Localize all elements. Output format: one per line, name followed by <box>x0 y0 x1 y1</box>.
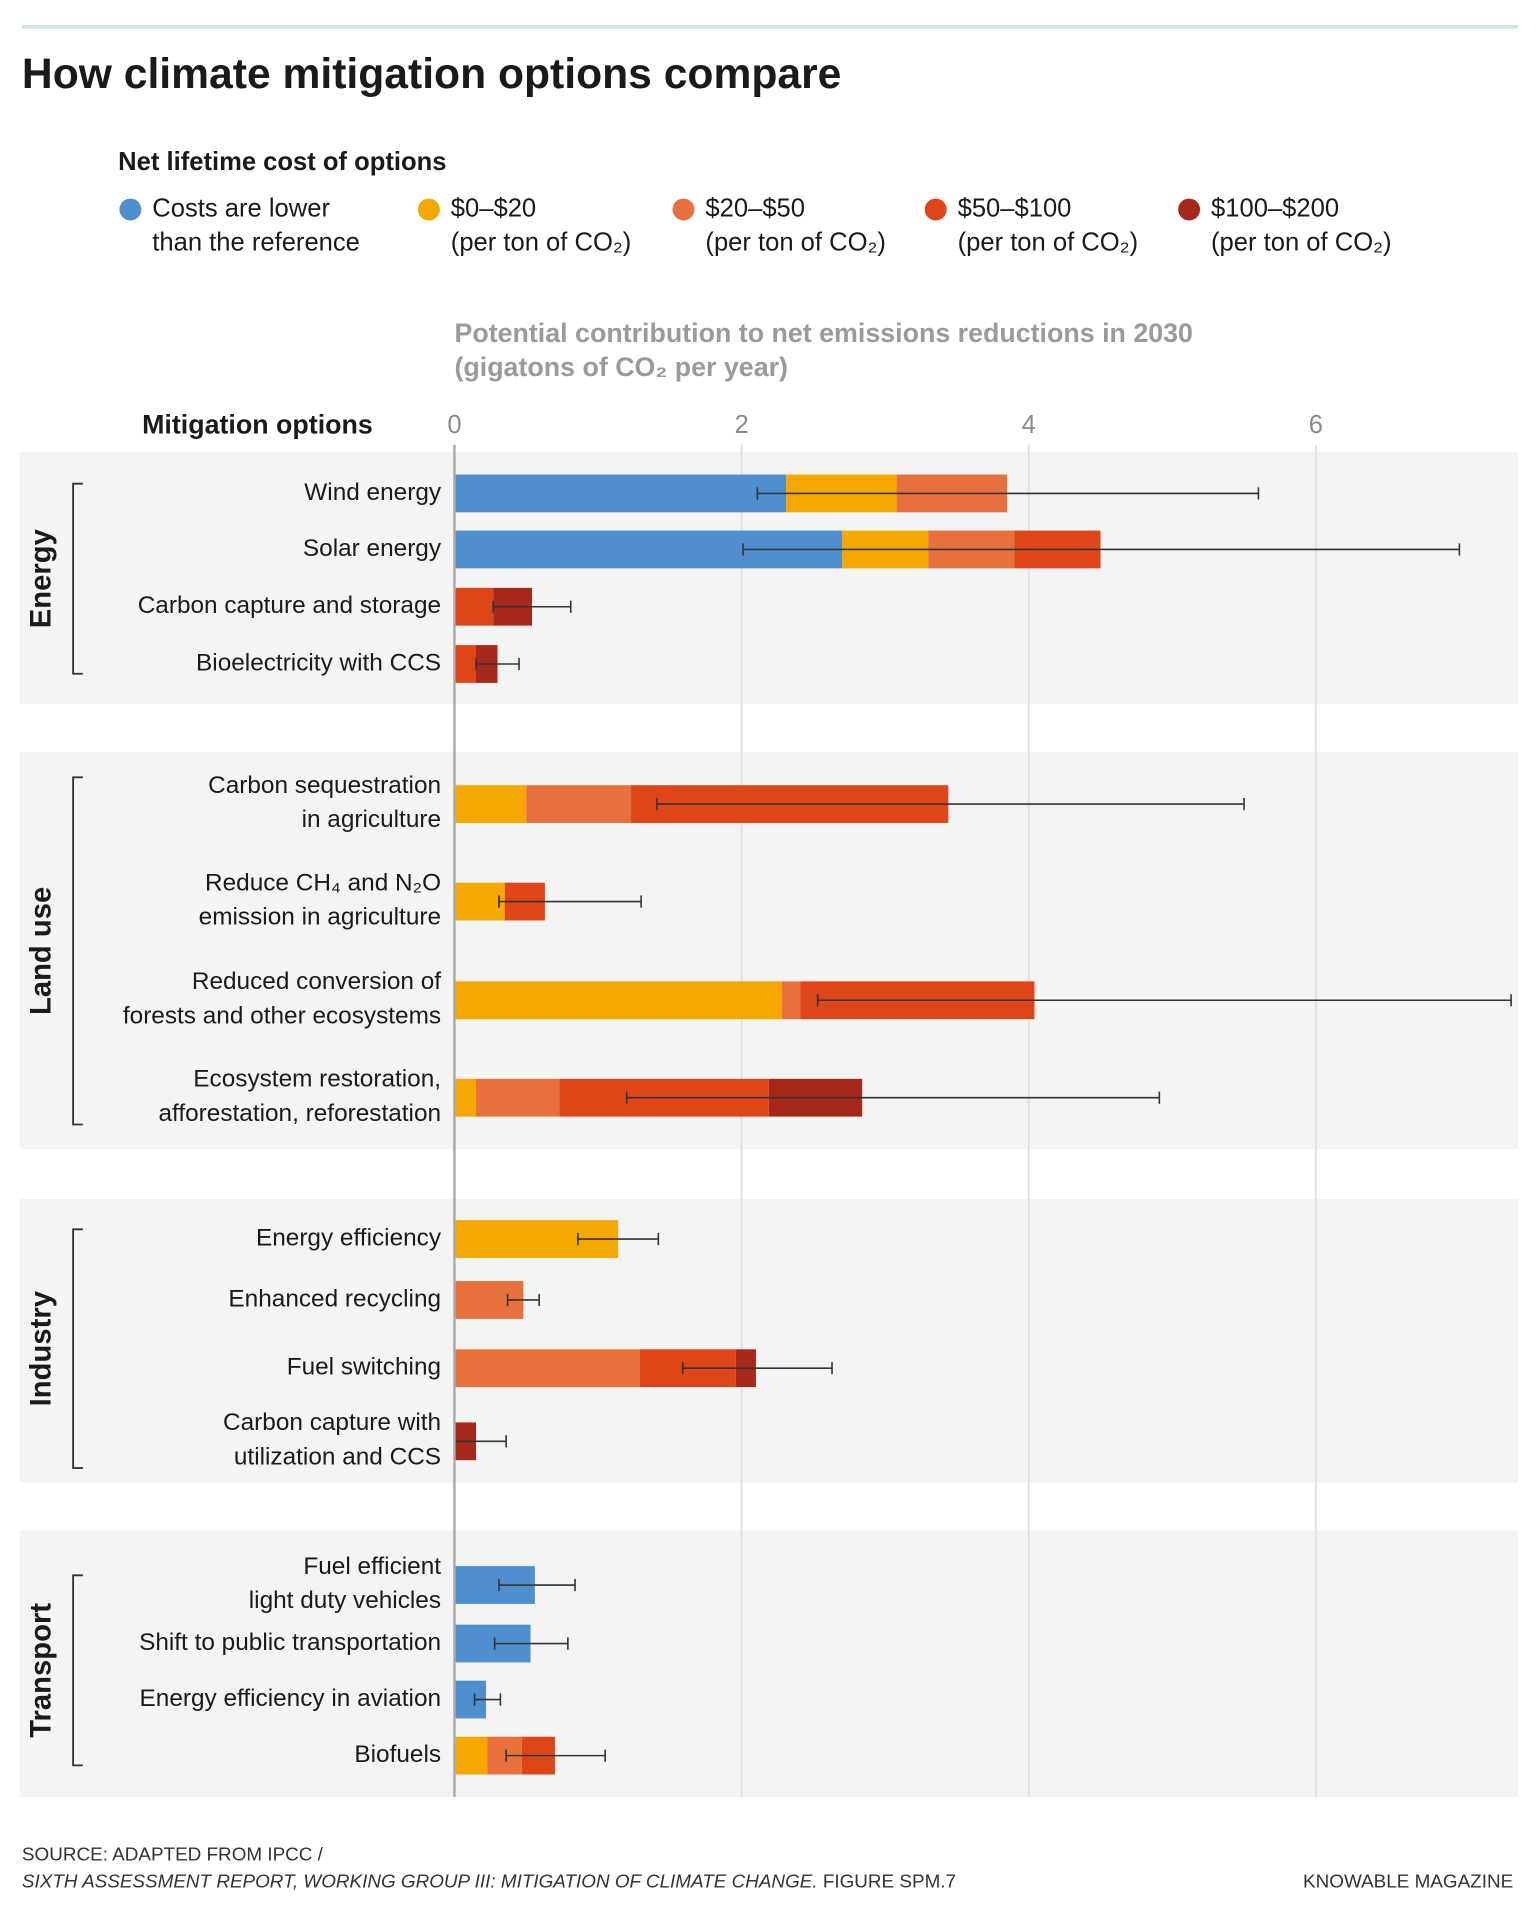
range-bar <box>756 487 1260 500</box>
bar-segment <box>454 981 782 1020</box>
x-tick-label: 4 <box>1022 411 1036 439</box>
range-bar <box>742 543 1461 556</box>
y-axis-title: Mitigation options <box>142 409 373 439</box>
group-label: Industry <box>25 1290 57 1406</box>
chart-title: How climate mitigation options compare <box>22 50 841 98</box>
range-bar <box>816 994 1512 1007</box>
group-bracket <box>72 482 83 675</box>
bar-segment <box>454 1078 476 1117</box>
legend-swatch <box>1178 198 1201 221</box>
group-bracket <box>72 1228 83 1470</box>
category-label: Bioelectricity with CCS <box>196 649 441 676</box>
group-bracket <box>72 776 83 1126</box>
range-bar <box>656 798 1245 811</box>
category-label: Energy efficiency in aviation <box>140 1685 442 1712</box>
category-label: Fuel efficient light duty vehicles <box>249 1553 442 1614</box>
category-label: Energy efficiency <box>256 1224 442 1251</box>
category-label: Reduced conversion of forests and other e… <box>123 969 441 1030</box>
category-label: Biofuels <box>354 1741 441 1768</box>
range-bar <box>625 1091 1161 1104</box>
category-label: Reduce CH₄ and N₂O emission in agricultur… <box>199 870 441 931</box>
category-label: Enhanced recycling <box>228 1285 441 1312</box>
legend-label: $0–$20 (per ton of CO₂) <box>451 194 632 256</box>
category-label: Carbon capture with utilization and CCS <box>223 1410 441 1471</box>
bar-segment <box>454 785 527 823</box>
legend-label: Costs are lower than the reference <box>152 194 360 256</box>
range-bar <box>498 895 642 908</box>
category-label: Carbon sequestration in agriculture <box>208 772 441 833</box>
range-bar <box>577 1232 660 1246</box>
bar-segment <box>781 981 801 1020</box>
bar-segment <box>454 645 476 683</box>
group-label: Transport <box>25 1603 57 1738</box>
x-axis-title: Potential contribution to net emissions … <box>454 318 1193 382</box>
legend-swatch <box>119 198 142 221</box>
credit: KNOWABLE MAGAZINE <box>1303 1871 1513 1892</box>
source-figure: FIGURE SPM.7 <box>818 1871 956 1892</box>
range-bar <box>473 1693 502 1706</box>
range-bar <box>493 1637 569 1650</box>
range-bar <box>506 1293 540 1307</box>
x-tick-label: 0 <box>447 411 461 439</box>
group-bracket <box>72 1574 83 1767</box>
source-title: SIXTH ASSESSMENT REPORT, WORKING GROUP I… <box>22 1871 818 1892</box>
bar-segment <box>454 1736 488 1775</box>
legend-swatch <box>924 198 947 221</box>
range-bar <box>475 657 520 671</box>
legend-label: $20–$50 (per ton of CO₂) <box>705 194 886 256</box>
category-label: Fuel switching <box>287 1354 441 1381</box>
bar-segment <box>454 882 505 921</box>
category-label: Shift to public transportation <box>139 1629 441 1656</box>
range-bar <box>492 600 572 613</box>
legend-swatch <box>672 198 695 221</box>
source: SIXTH ASSESSMENT REPORT, WORKING GROUP I… <box>22 1871 956 1892</box>
group-label: Energy <box>25 528 57 628</box>
legend-label: $100–$200 (per ton of CO₂) <box>1211 194 1392 256</box>
group-band <box>19 1198 1519 1483</box>
category-label: Ecosystem restoration, afforestation, ref… <box>158 1066 441 1127</box>
bar-segment <box>475 1078 560 1117</box>
source: SOURCE: ADAPTED FROM IPCC / <box>22 1845 324 1866</box>
group-label: Land use <box>25 887 57 1015</box>
range-bar <box>498 1578 576 1592</box>
category-label: Wind energy <box>304 479 442 506</box>
category-label: Solar energy <box>303 535 442 562</box>
x-tick-label: 2 <box>734 411 748 439</box>
bar-segment <box>454 1349 640 1388</box>
category-label: Carbon capture and storage <box>138 592 441 619</box>
bar-segment <box>526 785 632 823</box>
legend-swatch <box>417 198 440 221</box>
range-bar <box>505 1749 606 1762</box>
bar-segment <box>454 474 787 513</box>
bar-segment <box>454 587 494 626</box>
group-band <box>19 1530 1519 1798</box>
range-bar <box>681 1362 833 1375</box>
legend-title: Net lifetime cost of options <box>118 148 446 176</box>
legend-label: $50–$100 (per ton of CO₂) <box>958 194 1139 256</box>
x-tick-label: 6 <box>1309 411 1323 439</box>
